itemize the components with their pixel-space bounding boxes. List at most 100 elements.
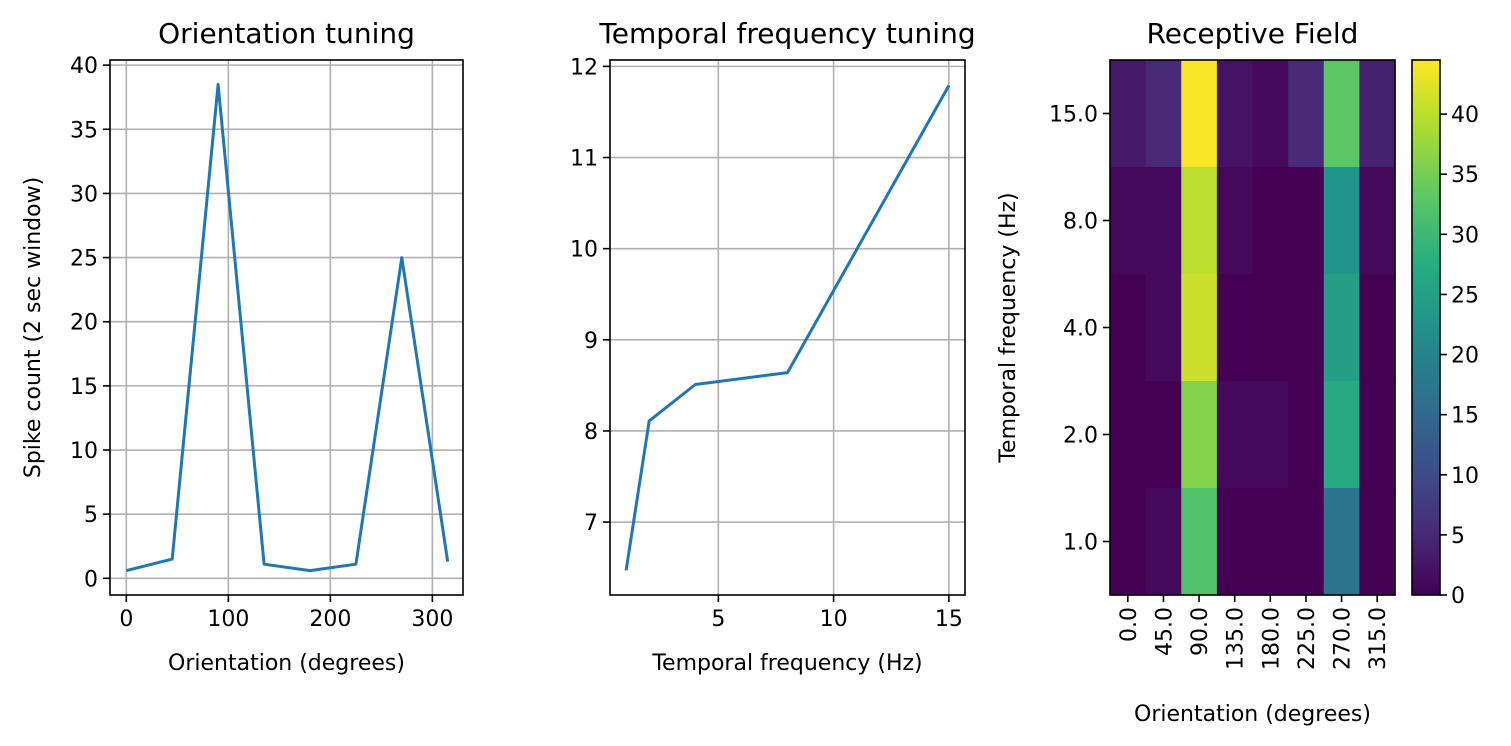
series-line <box>624 84 951 571</box>
x-ticks: 5 10 15 <box>711 595 963 632</box>
x-tick-label: 315.0 <box>1366 607 1391 670</box>
heatmap-cell <box>1181 60 1218 168</box>
colorbar-gradient <box>1412 60 1440 595</box>
heatmap-cell <box>1145 274 1182 382</box>
heatmap-cells <box>1110 60 1396 596</box>
heatmap-cell <box>1145 167 1182 275</box>
x-tick-label: 15 <box>935 607 963 632</box>
colorbar-tick-label: 40 <box>1451 103 1479 128</box>
x-tick-label: 300 <box>411 607 453 632</box>
chart-title: Orientation tuning <box>158 17 415 50</box>
colorbar-tick-label: 0 <box>1451 584 1465 609</box>
heatmap-cell <box>1216 167 1254 275</box>
heatmap-cell <box>1216 60 1254 168</box>
colorbar: 0 5 10 15 20 25 30 35 40 <box>1411 59 1479 609</box>
colorbar-ticks: 0 5 10 15 20 25 30 35 40 <box>1440 103 1479 609</box>
x-tick-label: 5 <box>711 607 725 632</box>
y-axis-label: Spike count (2 sec window) <box>21 177 46 478</box>
colorbar-tick-label: 30 <box>1451 223 1479 248</box>
heatmap-cell <box>1323 381 1360 489</box>
y-ticks: 7 8 9 10 11 12 <box>570 55 610 536</box>
y-tick-label: 0 <box>84 567 98 592</box>
heatmap-cell <box>1145 381 1182 489</box>
heatmap-cell <box>1359 488 1396 596</box>
y-tick-label: 30 <box>70 182 98 207</box>
heatmap-cell <box>1323 167 1360 275</box>
x-ticks: 0.0 45.0 90.0 135.0 180.0 225.0 270.0 315.0 <box>1117 595 1391 670</box>
x-tick-label: 0.0 <box>1117 607 1142 642</box>
x-tick-label: 100 <box>207 607 249 632</box>
heatmap-cell <box>1110 274 1147 382</box>
heatmap-cell <box>1252 488 1289 596</box>
heatmap-cell <box>1359 167 1396 275</box>
y-axis-label: Temporal frequency (Hz) <box>996 192 1021 463</box>
x-axis-label: Orientation (degrees) <box>1134 702 1371 727</box>
heatmap-cell <box>1359 274 1396 382</box>
panel-receptive-field: 0.0 45.0 90.0 135.0 180.0 225.0 270.0 315.0 15.… <box>996 17 1479 727</box>
heatmap-cell <box>1181 381 1218 489</box>
x-axis-label: Temporal frequency (Hz) <box>651 651 922 676</box>
heatmap-cell <box>1288 60 1325 168</box>
colorbar-tick-label: 35 <box>1451 163 1479 188</box>
y-tick-label: 15.0 <box>1049 103 1098 128</box>
heatmap-cell <box>1145 488 1182 596</box>
y-tick-label: 7 <box>584 511 598 536</box>
x-tick-label: 45.0 <box>1152 607 1177 656</box>
y-tick-label: 20 <box>70 311 98 336</box>
axes-frame <box>609 59 966 596</box>
heatmap-cell <box>1216 274 1254 382</box>
x-tick-label: 90.0 <box>1188 607 1213 656</box>
panel-orientation-tuning: 0 100 200 300 0 5 10 15 20 25 30 35 40 Orientation … <box>21 17 464 676</box>
x-tick-label: 200 <box>309 607 351 632</box>
heatmap-cell <box>1252 274 1289 382</box>
y-tick-label: 12 <box>570 55 598 80</box>
heatmap-cell <box>1288 381 1325 489</box>
colorbar-tick-label: 20 <box>1451 344 1479 369</box>
colorbar-frame <box>1411 59 1441 596</box>
y-tick-label: 8.0 <box>1063 210 1098 235</box>
y-tick-label: 25 <box>70 247 98 272</box>
y-tick-label: 35 <box>70 118 98 143</box>
x-ticks: 0 100 200 300 <box>119 595 453 632</box>
heatmap-cell <box>1181 274 1218 382</box>
y-tick-label: 2.0 <box>1063 424 1098 449</box>
heatmap-cell <box>1359 60 1396 168</box>
x-tick-label: 10 <box>820 607 848 632</box>
heatmap-cell <box>1323 274 1360 382</box>
heatmap-cell <box>1288 167 1325 275</box>
y-tick-label: 5 <box>84 503 98 528</box>
chart-title: Temporal frequency tuning <box>598 17 975 50</box>
panel-temporal-frequency-tuning: 5 10 15 7 8 9 10 11 12 Temporal frequency tunin… <box>570 17 976 676</box>
y-tick-label: 10 <box>70 439 98 464</box>
axes-frame <box>1109 59 1396 596</box>
colorbar-tick-label: 10 <box>1451 464 1479 489</box>
y-tick-label: 8 <box>584 420 598 445</box>
y-tick-label: 15 <box>70 375 98 400</box>
heatmap-cell <box>1288 274 1325 382</box>
heatmap-cell <box>1359 381 1396 489</box>
heatmap-cell <box>1252 60 1289 168</box>
heatmap-cell <box>1181 167 1218 275</box>
grid-lines <box>610 60 965 595</box>
series-line <box>125 82 450 573</box>
x-axis-label: Orientation (degrees) <box>168 651 405 676</box>
x-tick-label: 225.0 <box>1295 607 1320 670</box>
x-tick-label: 180.0 <box>1259 607 1284 670</box>
colorbar-tick-label: 25 <box>1451 283 1479 308</box>
heatmap-cell <box>1323 488 1360 596</box>
heatmap-cell <box>1110 488 1147 596</box>
y-tick-label: 4.0 <box>1063 317 1098 342</box>
heatmap-cell <box>1110 60 1147 168</box>
grid-lines <box>110 60 463 595</box>
y-tick-label: 10 <box>570 238 598 263</box>
heatmap-cell <box>1110 381 1147 489</box>
y-tick-label: 9 <box>584 329 598 354</box>
heatmap-cell <box>1288 488 1325 596</box>
colorbar-tick-label: 15 <box>1451 404 1479 429</box>
x-tick-label: 270.0 <box>1331 607 1356 670</box>
x-tick-label: 135.0 <box>1224 607 1249 670</box>
y-ticks: 15.0 8.0 4.0 2.0 1.0 <box>1049 103 1110 556</box>
y-tick-label: 11 <box>570 147 598 172</box>
heatmap-cell <box>1216 381 1254 489</box>
y-ticks: 0 5 10 15 20 25 30 35 40 <box>70 54 110 592</box>
